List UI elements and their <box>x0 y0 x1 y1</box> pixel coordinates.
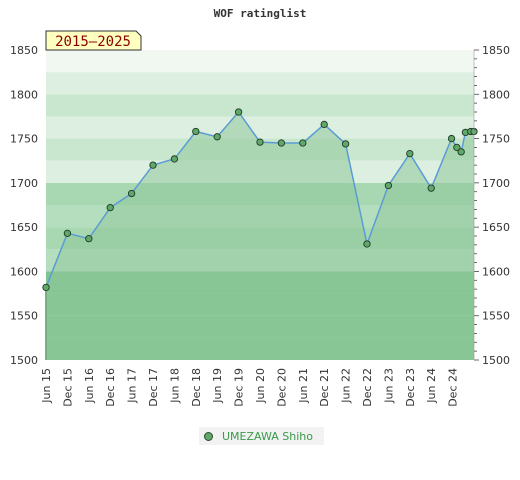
x-tick-label: Dec 21 <box>318 368 331 407</box>
x-tick-label: Jun 20 <box>254 368 267 404</box>
data-point <box>299 139 307 147</box>
data-point <box>234 108 243 116</box>
x-tick-label: Dec 15 <box>61 368 74 407</box>
y-tick-label-left: 1750 <box>10 133 38 146</box>
data-point <box>127 189 136 198</box>
y-tick-label-right: 1500 <box>482 354 510 367</box>
period-badge: 2015–2025 <box>45 30 142 51</box>
data-point <box>106 204 114 212</box>
y-tick-label-right: 1650 <box>482 221 510 234</box>
data-point <box>256 138 264 146</box>
band <box>46 94 474 117</box>
x-tick-label: Dec 23 <box>404 368 417 407</box>
data-point <box>192 127 200 136</box>
data-points <box>42 108 478 292</box>
x-tick-label: Jun 21 <box>297 368 310 404</box>
data-point <box>170 155 179 163</box>
y-tick-label-right: 1850 <box>482 44 510 57</box>
x-tick-label: Dec 22 <box>361 368 374 407</box>
data-point <box>320 120 328 129</box>
x-tick-label: Jun 23 <box>382 368 395 404</box>
data-point <box>149 161 157 169</box>
x-tick-label: Dec 18 <box>190 368 203 407</box>
data-point <box>85 235 93 243</box>
data-point <box>213 133 221 141</box>
data-point <box>453 143 461 152</box>
x-tick-label: Dec 24 <box>447 368 460 407</box>
data-point <box>447 134 456 143</box>
data-point <box>277 139 286 147</box>
x-tick-label: Dec 19 <box>233 368 246 407</box>
data-point <box>427 184 435 192</box>
x-tick-label: Jun 17 <box>126 368 139 404</box>
x-tick-label: Jun 16 <box>83 368 96 404</box>
x-tick-label: Jun 24 <box>425 368 438 404</box>
y-tick-label-left: 1700 <box>10 177 38 190</box>
data-point <box>406 149 414 158</box>
x-tick-label: Dec 16 <box>104 368 117 407</box>
period-badge-text: 2015–2025 <box>55 34 131 50</box>
legend-marker <box>204 431 213 441</box>
y-tick-label-right: 1550 <box>482 310 510 323</box>
y-tick-label-left: 1550 <box>10 310 38 323</box>
x-axis: Jun 15 Dec 15 Jun 16 Dec 16 Jun 17 Dec 17 Jun … <box>40 368 460 407</box>
x-tick-label: Jun 15 <box>40 368 53 404</box>
data-point <box>457 148 465 156</box>
x-tick-label: Jun 19 <box>211 368 224 404</box>
x-tick-label: Dec 17 <box>147 368 160 407</box>
band <box>46 72 474 95</box>
y-tick-label-left: 1800 <box>10 88 38 101</box>
data-point <box>42 283 50 292</box>
band <box>46 50 474 73</box>
x-tick-label: Jun 18 <box>168 368 181 404</box>
y-tick-label-right: 1750 <box>482 133 510 146</box>
y-tick-label-left: 1600 <box>10 265 38 278</box>
chart-title: WOF ratinglist <box>214 7 307 20</box>
y-tick-label-right: 1700 <box>482 177 510 190</box>
data-point <box>384 181 393 190</box>
y-tick-label-left: 1500 <box>10 354 38 367</box>
x-tick-label: Dec 20 <box>275 368 288 407</box>
legend-label: UMEZAWA Shiho <box>222 429 313 443</box>
y-tick-label-left: 1850 <box>10 44 38 57</box>
rating-area <box>46 112 474 360</box>
data-point <box>363 240 371 248</box>
legend: UMEZAWA Shiho <box>199 427 324 445</box>
x-tick-label: Jun 22 <box>340 368 353 404</box>
y-axis-right: 1500 1550 1600 1650 1700 1750 1800 1850 <box>473 44 510 367</box>
y-tick-label-right: 1800 <box>482 88 510 101</box>
y-axis-left: 1500 1550 1600 1650 1700 1750 1800 1850 <box>10 44 38 367</box>
data-point <box>341 140 350 148</box>
band <box>46 116 474 139</box>
y-tick-label-left: 1650 <box>10 221 38 234</box>
data-point <box>63 229 72 237</box>
y-tick-label-right: 1600 <box>482 265 510 278</box>
